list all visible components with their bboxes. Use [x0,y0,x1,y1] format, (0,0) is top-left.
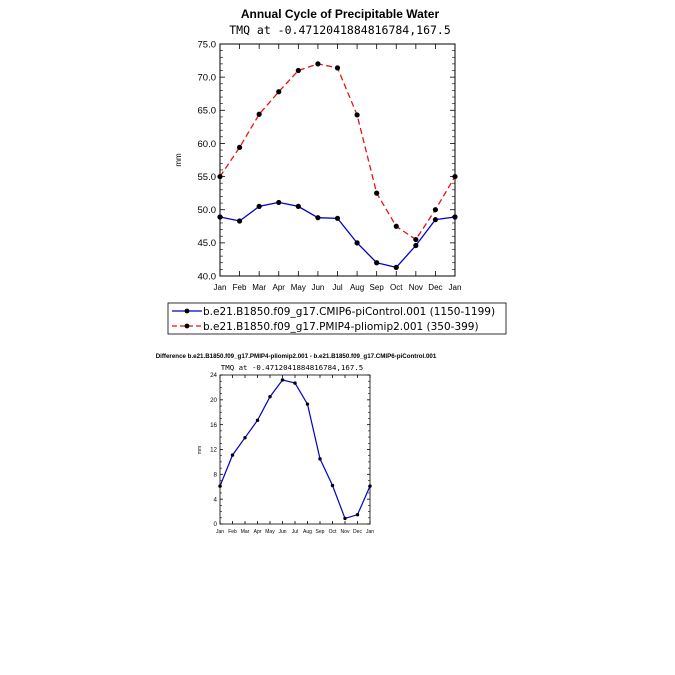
chart-1-series-2-point [432,207,439,213]
chart-1-xtick-label: Jun [311,283,324,292]
legend-marker-2 [184,323,190,329]
chart-1-series-1-point [432,217,439,223]
chart-1-series-1-point [295,203,301,209]
chart-2-ytick-label: 4 [214,496,218,503]
chart-1-ylabel: mm [174,153,183,167]
chart-1-xtick-label: Apr [273,283,286,292]
chart-2-xtick-label: Mar [241,529,250,535]
chart-2-series-1-point [355,512,360,517]
chart-2-series-1-point [280,378,285,382]
chart-1-series-1-line [219,201,456,269]
chart-1-series-1-point [354,240,360,246]
chart-1-series-1-point [334,215,341,221]
chart-2-xtick-label: Jul [292,529,298,535]
chart-1-xtick-label: Jan [214,283,227,292]
chart-1-plot-frame [219,43,456,277]
chart-1-series-2-point [354,112,360,118]
chart-1-series-2-point [295,67,301,74]
chart-2-title: Difference b.e21.B1850.f09_g17.PMIP4-pli… [156,353,437,360]
chart-1-series-2-point [393,223,399,229]
chart-1-series-2-point [334,65,341,71]
chart-1-series-2-line [219,63,456,241]
chart-1-series-2-point [276,89,282,95]
chart-1-ytick-label: 40.0 [198,271,217,282]
chart-2-plot-frame [219,374,371,525]
chart-1-xtick-label: Jan [449,283,462,292]
chart-2-xtick-label: Jan [216,529,224,535]
chart-2-xtick-label: Jun [278,529,286,535]
chart-1: Annual Cycle of Precipitable Water TMQ a… [167,7,507,335]
chart-1-ytick-label: 75.0 [198,39,217,50]
chart-1-series-1-point [413,242,419,249]
chart-2-series-1-point [268,395,272,399]
chart-2-ytick-label: 20 [210,397,217,404]
chart-2-series-1-point [255,418,260,423]
chart-2-ytick-label: 8 [214,472,218,479]
chart-2-ylabel: mm [197,446,203,454]
chart-1-xtick-label: Dec [428,283,442,292]
chart-2-xtick-label: Feb [228,529,237,535]
chart-2-series-1-point [330,483,335,488]
legend-box [167,302,507,335]
chart-2-xtick-label: Nov [341,529,350,535]
chart-1-series-1-point [315,215,321,221]
chart-2-xtick-label: Dec [353,529,362,535]
chart-2-series-1-point [230,453,235,457]
chart-2-ytick-label: 0 [214,521,218,528]
chart-1-ytick-label: 70.0 [198,72,217,83]
chart-1-xtick-label: Mar [252,283,266,292]
chart-2-series-1-point [343,516,347,521]
chart-1-xtick-label: Sep [370,283,385,292]
chart-2-ytick-label: 24 [210,372,217,379]
chart-2: Difference b.e21.B1850.f09_g17.PMIP4-pli… [156,353,437,535]
chart-2-series-1-point [305,402,310,406]
chart-1-series-1-point [236,218,243,224]
chart-1-ytick-label: 65.0 [198,106,217,117]
chart-1-series-2-point [256,111,262,117]
chart-2-ytick-label: 12 [210,447,217,454]
chart-2-xtick-label: Apr [254,529,262,535]
chart-1-series-2-point [236,144,243,151]
chart-1-ytick-label: 55.0 [198,172,217,183]
chart-1-xtick-label: Feb [233,283,247,292]
chart-1-subtitle: TMQ at -0.4712041884816784,167.5 [229,23,451,37]
chart-2-xtick-label: Sep [316,529,325,535]
chart-1-xtick-label: Oct [390,283,403,292]
chart-1-xtick-label: May [291,283,306,292]
chart-1-xtick-label: Nov [409,283,423,292]
chart-2-xtick-label: Aug [303,529,312,535]
chart-1-ytick-label: 60.0 [198,139,217,150]
chart-2-xtick-label: Jan [366,529,374,535]
chart-1-series-2-point [413,236,419,243]
chart-2-series-1-point [243,436,247,440]
chart-2-series-1-point [293,381,297,385]
chart-1-title: Annual Cycle of Precipitable Water [241,7,440,21]
chart-1-xtick-label: Aug [350,283,364,292]
chart-2-xtick-label: Oct [329,529,337,535]
chart-1-series-1-point [374,260,380,266]
legend-label-1: b.e21.B1850.f09_g17.CMIP6-piControl.001 … [203,306,495,318]
chart-1-ytick-label: 45.0 [198,238,217,249]
legend-label-2: b.e21.B1850.f09_g17.PMIP4-pliomip2.001 (… [203,321,479,333]
chart-1-series-2-point [374,190,380,196]
chart-1-ytick-label: 50.0 [198,205,217,216]
chart-1-series-1-point [276,199,282,206]
chart-1-series-1-point [256,203,262,209]
chart-2-series-1-point [318,457,322,461]
chart-1-legend: b.e21.B1850.f09_g17.CMIP6-piControl.001 … [167,302,507,335]
chart-2-series-1-line [219,379,371,520]
chart-2-subtitle: TMQ at -0.4712041884816784,167.5 [221,363,363,372]
chart-2-ytick-label: 16 [210,422,217,429]
legend-marker-1 [184,308,190,314]
chart-1-series-1-point [393,264,399,270]
chart-1-series-2-point [315,61,321,67]
chart-1-xtick-label: Jul [332,283,342,292]
chart-2-xtick-label: May [265,529,275,535]
